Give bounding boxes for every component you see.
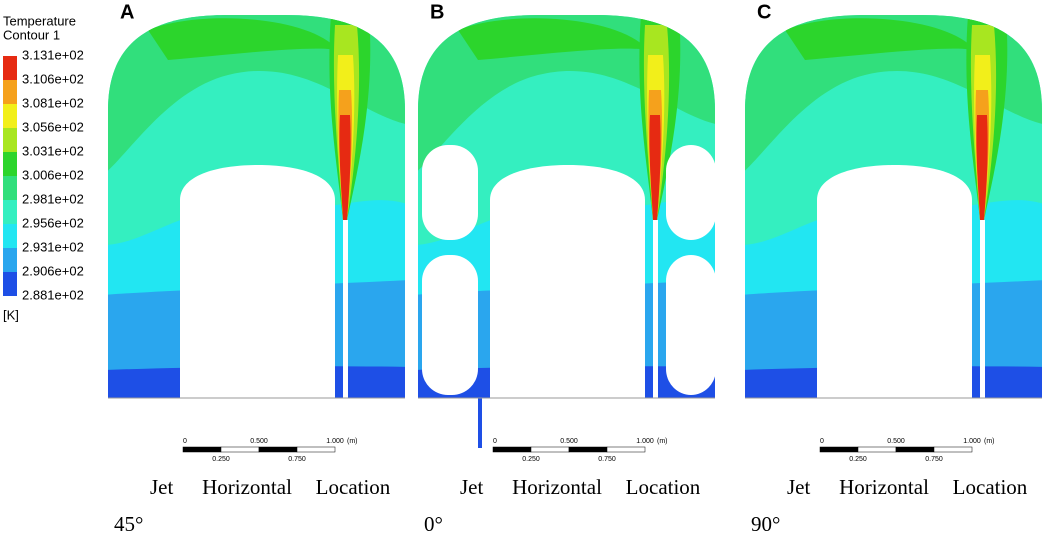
scale-segment [296, 446, 336, 453]
band [148, 18, 338, 60]
scale-segment [895, 446, 935, 453]
scale-segment [258, 446, 298, 453]
obstacle [180, 165, 335, 398]
legend-label: 3.106e+02 [22, 71, 84, 86]
scale-segment [220, 446, 260, 453]
obstacle [666, 145, 716, 240]
plume [339, 115, 351, 220]
caption-word: Location [953, 475, 1028, 499]
caption-word: Jet [150, 475, 173, 499]
legend-label: 2.881e+02 [22, 287, 84, 302]
caption-word: Location [316, 475, 391, 499]
scale-label: 1.000 [963, 438, 981, 445]
legend-label: 2.956e+02 [22, 215, 84, 230]
contour-panel [745, 15, 1042, 399]
legend-band [3, 224, 17, 248]
scale-label: 1.000 [326, 438, 344, 445]
scale-label: 0.750 [288, 456, 306, 463]
contour-panel [418, 15, 716, 448]
legend-band [3, 152, 17, 176]
legend-subtitle: Contour 1 [3, 27, 60, 42]
scale-segment [530, 446, 570, 453]
legend-band [3, 272, 17, 296]
angle: 0° [424, 512, 443, 536]
caption-word: Horizontal [839, 475, 929, 499]
pipe [343, 220, 348, 398]
legend-label: 3.081e+02 [22, 95, 84, 110]
pipe [653, 220, 658, 398]
legend-label: 2.981e+02 [22, 191, 84, 206]
panel-label: C [757, 1, 771, 23]
panel-label: B [430, 1, 444, 23]
scale-label: 0.250 [522, 456, 540, 463]
scale-label: 0 [820, 438, 824, 445]
caption-word: Location [626, 475, 701, 499]
scale-label: 0.250 [849, 456, 867, 463]
scale-label: 0.750 [925, 456, 943, 463]
scale-unit: (m) [984, 438, 995, 445]
caption-word: Horizontal [202, 475, 292, 499]
scale-segment [933, 446, 973, 453]
scale-label: 0.500 [887, 438, 905, 445]
scale-label: 1.000 [636, 438, 654, 445]
legend-band [3, 200, 17, 224]
obstacle [817, 165, 972, 398]
scale-segment [182, 446, 222, 453]
scale-unit: (m) [657, 438, 668, 445]
scale-segment [606, 446, 646, 453]
caption-word: Jet [787, 475, 810, 499]
legend-unit: [K] [3, 307, 19, 322]
scale-label: 0 [183, 438, 187, 445]
plume [976, 115, 988, 220]
scale-segment [857, 446, 897, 453]
obstacle [490, 165, 645, 398]
angle: 45° [114, 512, 143, 536]
scale-label: 0.500 [250, 438, 268, 445]
legend-band [3, 176, 17, 200]
legend-band [3, 248, 17, 272]
caption-word: Jet [460, 475, 483, 499]
angle: 90° [751, 512, 780, 536]
band [458, 18, 648, 60]
scale-segment [492, 446, 532, 453]
band [785, 18, 975, 60]
legend-band [3, 80, 17, 104]
scale-label: 0.250 [212, 456, 230, 463]
legend-label: 2.931e+02 [22, 239, 84, 254]
obstacle [422, 255, 478, 395]
scale-label: 0 [493, 438, 497, 445]
plume [649, 115, 661, 220]
panel-label: A [120, 1, 134, 23]
legend-label: 3.031e+02 [22, 143, 84, 158]
legend-label: 3.006e+02 [22, 167, 84, 182]
legend-label: 2.906e+02 [22, 263, 84, 278]
pipe [980, 220, 985, 398]
caption-word: Horizontal [512, 475, 602, 499]
legend-title: Temperature [3, 13, 76, 28]
legend-band [3, 104, 17, 128]
legend-band [3, 128, 17, 152]
scale-unit: (m) [347, 438, 358, 445]
legend-label: 3.056e+02 [22, 119, 84, 134]
legend-band [3, 56, 17, 80]
legend-label: 3.131e+02 [22, 47, 84, 62]
jet-inlet [478, 398, 482, 448]
scale-segment [819, 446, 859, 453]
scale-segment [568, 446, 608, 453]
scale-label: 0.500 [560, 438, 578, 445]
obstacle [422, 145, 478, 240]
scale-label: 0.750 [598, 456, 616, 463]
obstacle [666, 255, 716, 395]
contour-panel [108, 15, 405, 399]
